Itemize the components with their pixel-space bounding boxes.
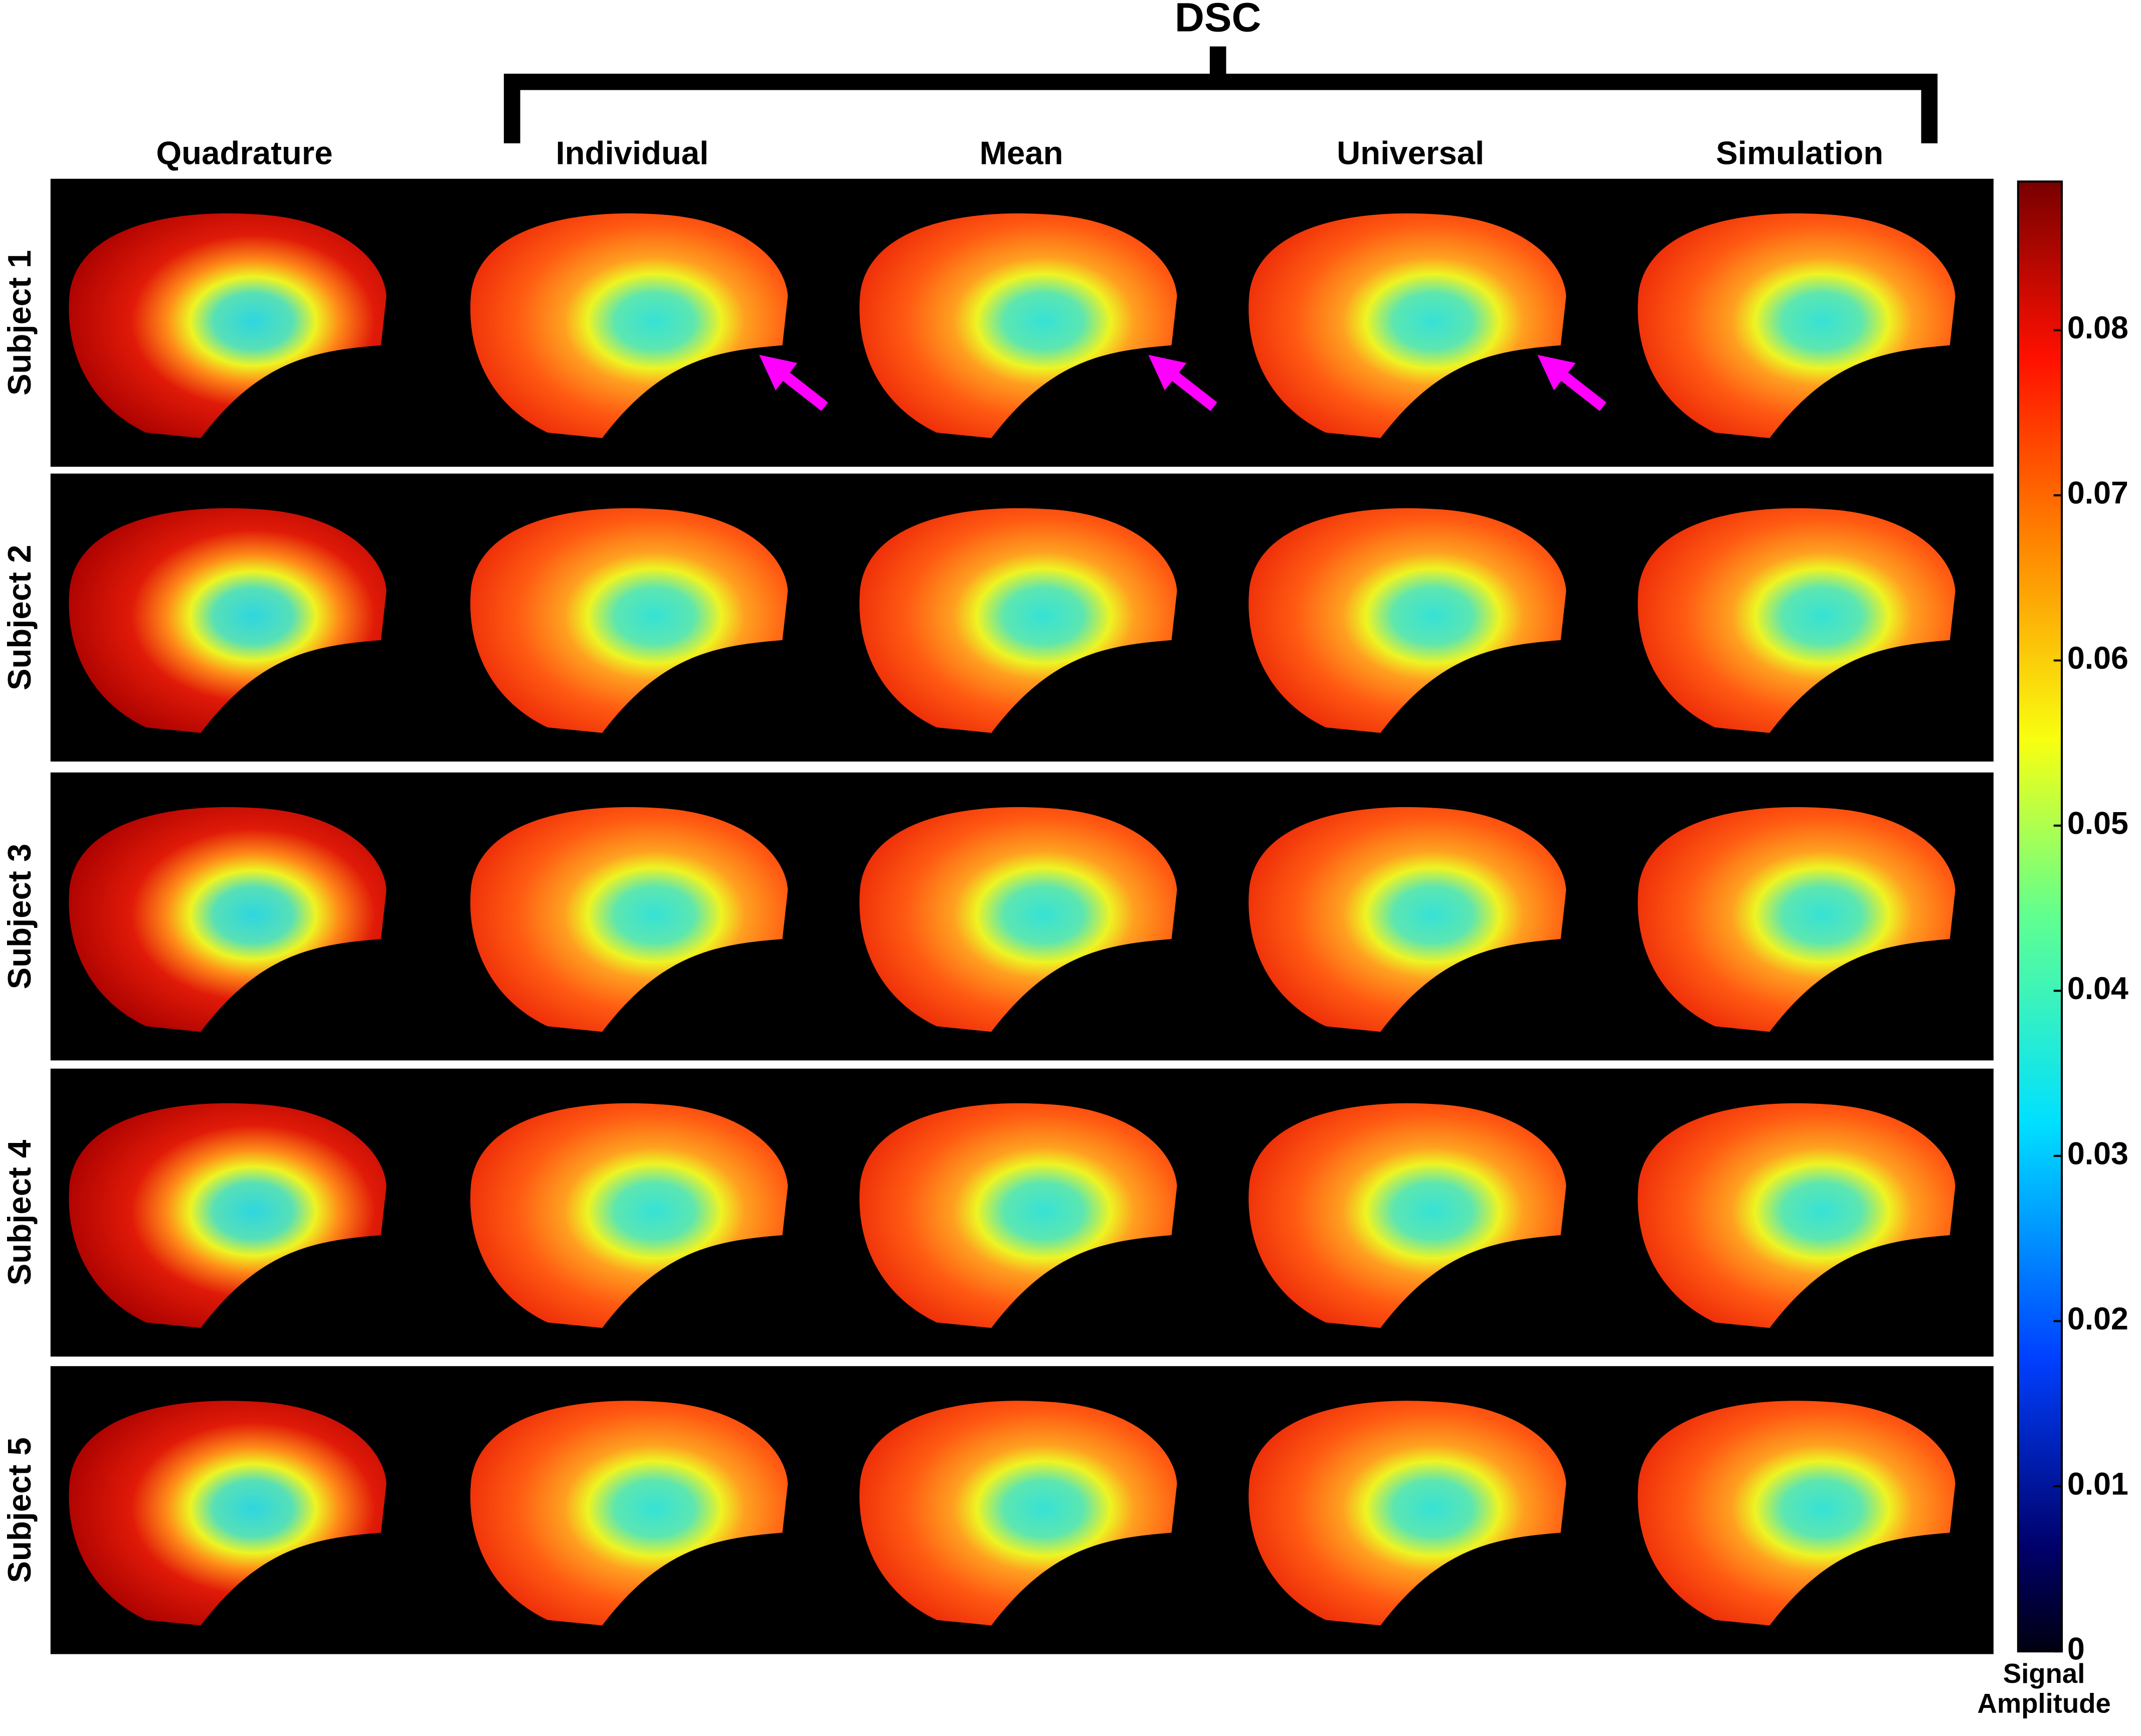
bracket: [503, 46, 1938, 143]
row-label: Subject 5: [1, 1437, 38, 1583]
brain-shape: [1248, 213, 1566, 438]
row-label: Subject 3: [1, 844, 38, 989]
brain-map: [1248, 807, 1566, 1032]
colorbar-tick-label: 0.04: [2067, 971, 2128, 1006]
brain-shape: [1248, 1401, 1566, 1626]
arrow-head: [759, 354, 798, 391]
brain-map: [859, 807, 1177, 1032]
brain-map: [859, 1103, 1177, 1328]
colorbar-tick-label: 0.07: [2067, 476, 2128, 511]
brain-shape: [859, 807, 1177, 1032]
brain-map: [1248, 508, 1566, 733]
brain-map: [1638, 508, 1955, 733]
brain-shape: [69, 213, 387, 438]
brain-shape: [1638, 213, 1955, 438]
column-label: Simulation: [1716, 135, 1883, 171]
brain-shape: [1248, 807, 1566, 1032]
brain-map: [470, 1401, 788, 1626]
arrow-head: [1148, 354, 1187, 391]
brain-shape: [859, 1401, 1177, 1626]
brain-shape: [859, 508, 1177, 733]
brain-map: [1248, 1103, 1566, 1328]
brain-map: [470, 508, 788, 733]
brain-shape: [859, 213, 1177, 438]
brain-shape: [69, 508, 387, 733]
brain-shape: [69, 807, 387, 1032]
group-label: DSC: [1175, 0, 1261, 40]
colorbar-tick-label: 0.02: [2067, 1301, 2128, 1336]
brain-map: [859, 508, 1177, 733]
column-label: Universal: [1337, 135, 1484, 171]
colorbar-tick-label: 0.05: [2067, 806, 2128, 841]
brain-map: [69, 508, 387, 733]
colorbar-label-box: Signal Amplitude: [1977, 1659, 2111, 1720]
row-label: Subject 4: [1, 1140, 38, 1285]
brain-shape: [1248, 508, 1566, 733]
colorbar: [2017, 180, 2063, 1653]
brain-map: [470, 213, 788, 438]
colorbar-tick-label: 0.08: [2067, 310, 2128, 345]
column-label: Quadrature: [156, 135, 332, 171]
brain-shape: [1638, 1103, 1955, 1328]
colorbar-tick-label: 0.01: [2067, 1466, 2128, 1501]
arrow-shaft: [1167, 368, 1217, 411]
brain-map: [859, 213, 1177, 438]
brain-shape: [1638, 807, 1955, 1032]
colorbar-tick-label: 0.06: [2067, 641, 2128, 676]
row-label: Subject 1: [1, 250, 38, 396]
brain-shape: [1638, 508, 1955, 733]
arrow: [1148, 354, 1217, 411]
brain-shape: [69, 1401, 387, 1626]
brain-shape: [470, 1103, 788, 1328]
brain-map: [1638, 1401, 1955, 1626]
brain-shape: [1248, 1103, 1566, 1328]
column-label: Individual: [556, 135, 708, 171]
brain-shape: [69, 1103, 387, 1328]
row-label: Subject 2: [1, 545, 38, 690]
brain-shape: [859, 1103, 1177, 1328]
brain-map: [69, 1401, 387, 1626]
brain-map: [1638, 807, 1955, 1032]
brain-map: [1248, 1401, 1566, 1626]
brain-map: [69, 1103, 387, 1328]
colorbar-label: Signal Amplitude: [1977, 1659, 2111, 1720]
brain-shape: [470, 1401, 788, 1626]
brain-map: [859, 1401, 1177, 1626]
brain-map: [1638, 213, 1955, 438]
arrow-shaft: [1556, 368, 1607, 411]
brain-shape: [1638, 1401, 1955, 1626]
brain-map: [470, 807, 788, 1032]
arrow-shaft: [777, 368, 828, 411]
brain-map: [1638, 1103, 1955, 1328]
brain-map: [69, 213, 387, 438]
colorbar-tick-label: 0.03: [2067, 1136, 2128, 1171]
column-label: Mean: [979, 135, 1063, 171]
colorbar-tick-label: 0: [2067, 1632, 2085, 1667]
arrow-head: [1537, 354, 1576, 391]
brain-shape: [470, 508, 788, 733]
arrow: [759, 354, 828, 411]
brain-map: [69, 807, 387, 1032]
brain-map: [1248, 213, 1566, 438]
brain-shape: [470, 807, 788, 1032]
arrow: [1537, 354, 1607, 411]
brain-shape: [470, 213, 788, 438]
brain-map: [470, 1103, 788, 1328]
